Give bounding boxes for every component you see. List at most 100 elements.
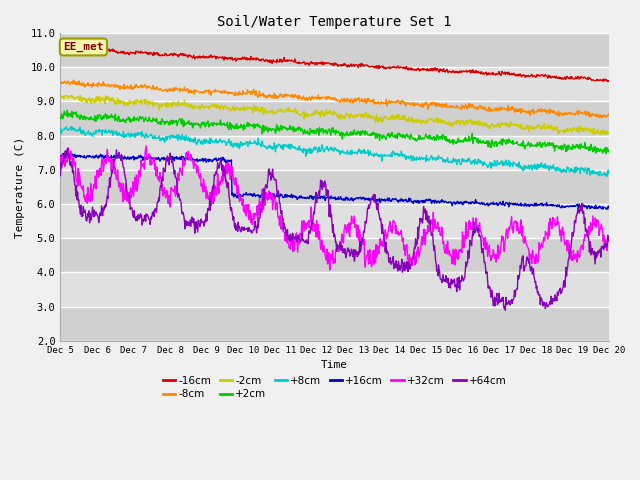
-8cm	[587, 111, 595, 117]
Text: EE_met: EE_met	[63, 42, 104, 52]
Bar	[60, 170, 609, 204]
+16cm	[587, 204, 595, 209]
Line: -8cm: -8cm	[60, 80, 609, 118]
+16cm	[285, 193, 292, 199]
+8cm	[67, 124, 75, 130]
Line: +64cm: +64cm	[60, 148, 609, 311]
+32cm	[142, 143, 150, 149]
-16cm	[604, 79, 611, 84]
+32cm	[605, 236, 612, 241]
+8cm	[587, 168, 595, 174]
+8cm	[605, 167, 612, 173]
-2cm	[578, 126, 586, 132]
+16cm	[604, 206, 612, 212]
-16cm	[380, 66, 388, 72]
+64cm	[502, 308, 509, 313]
+2cm	[605, 147, 612, 153]
Bar	[60, 204, 609, 238]
+64cm	[588, 252, 595, 258]
Y-axis label: Temperature (C): Temperature (C)	[15, 136, 25, 238]
+8cm	[83, 130, 91, 135]
+16cm	[56, 154, 64, 160]
-2cm	[605, 130, 612, 136]
+16cm	[67, 150, 74, 156]
+32cm	[326, 267, 333, 273]
Line: -16cm: -16cm	[60, 46, 609, 82]
Line: +32cm: +32cm	[60, 146, 609, 270]
+64cm	[159, 178, 166, 184]
+16cm	[380, 197, 388, 203]
-16cm	[605, 78, 612, 84]
-8cm	[56, 80, 64, 86]
+16cm	[159, 155, 166, 161]
Bar	[60, 33, 609, 67]
-8cm	[605, 113, 612, 119]
+16cm	[605, 204, 612, 210]
-8cm	[70, 77, 77, 83]
+8cm	[604, 173, 611, 179]
+2cm	[587, 147, 595, 153]
-8cm	[83, 83, 91, 88]
-2cm	[67, 92, 75, 98]
+2cm	[380, 134, 388, 140]
-2cm	[285, 108, 292, 114]
-16cm	[578, 75, 586, 81]
Legend: -16cm, -8cm, -2cm, +2cm, +8cm, +16cm, +32cm, +64cm: -16cm, -8cm, -2cm, +2cm, +8cm, +16cm, +3…	[159, 372, 511, 403]
-2cm	[380, 114, 388, 120]
Line: -2cm: -2cm	[60, 95, 609, 135]
+32cm	[579, 245, 586, 251]
+64cm	[56, 173, 64, 179]
+8cm	[380, 153, 388, 158]
-2cm	[56, 95, 64, 100]
-16cm	[56, 46, 64, 51]
-8cm	[285, 92, 292, 98]
-8cm	[578, 110, 586, 116]
-2cm	[83, 100, 91, 106]
Bar	[60, 273, 609, 307]
Bar	[60, 101, 609, 135]
+2cm	[159, 118, 166, 124]
+2cm	[285, 126, 292, 132]
-2cm	[587, 126, 595, 132]
+2cm	[56, 115, 64, 120]
-16cm	[587, 76, 595, 82]
+64cm	[285, 233, 292, 239]
Line: +8cm: +8cm	[60, 127, 609, 176]
+64cm	[579, 210, 586, 216]
Bar	[60, 307, 609, 341]
+64cm	[380, 235, 388, 240]
Bar	[60, 238, 609, 273]
-2cm	[159, 102, 166, 108]
+2cm	[578, 144, 586, 150]
+2cm	[83, 115, 91, 120]
+32cm	[285, 240, 292, 246]
-16cm	[285, 58, 292, 63]
+64cm	[63, 145, 71, 151]
+2cm	[602, 151, 610, 156]
+8cm	[285, 142, 292, 147]
-16cm	[69, 43, 77, 48]
+32cm	[83, 191, 91, 197]
Bar	[60, 67, 609, 101]
+32cm	[159, 193, 166, 199]
-8cm	[599, 115, 607, 120]
+16cm	[83, 154, 91, 159]
+16cm	[578, 203, 586, 209]
-8cm	[159, 88, 166, 94]
+8cm	[56, 126, 64, 132]
+32cm	[381, 233, 388, 239]
+64cm	[605, 238, 612, 243]
+64cm	[83, 214, 91, 220]
+2cm	[63, 108, 71, 113]
Line: +2cm: +2cm	[60, 110, 609, 154]
+32cm	[588, 228, 595, 234]
-2cm	[596, 132, 604, 138]
Title: Soil/Water Temperature Set 1: Soil/Water Temperature Set 1	[218, 15, 452, 29]
-16cm	[83, 48, 91, 54]
-16cm	[159, 52, 166, 58]
-8cm	[380, 99, 388, 105]
X-axis label: Time: Time	[321, 360, 348, 370]
Bar	[60, 135, 609, 170]
+8cm	[159, 134, 166, 140]
+32cm	[56, 154, 64, 159]
